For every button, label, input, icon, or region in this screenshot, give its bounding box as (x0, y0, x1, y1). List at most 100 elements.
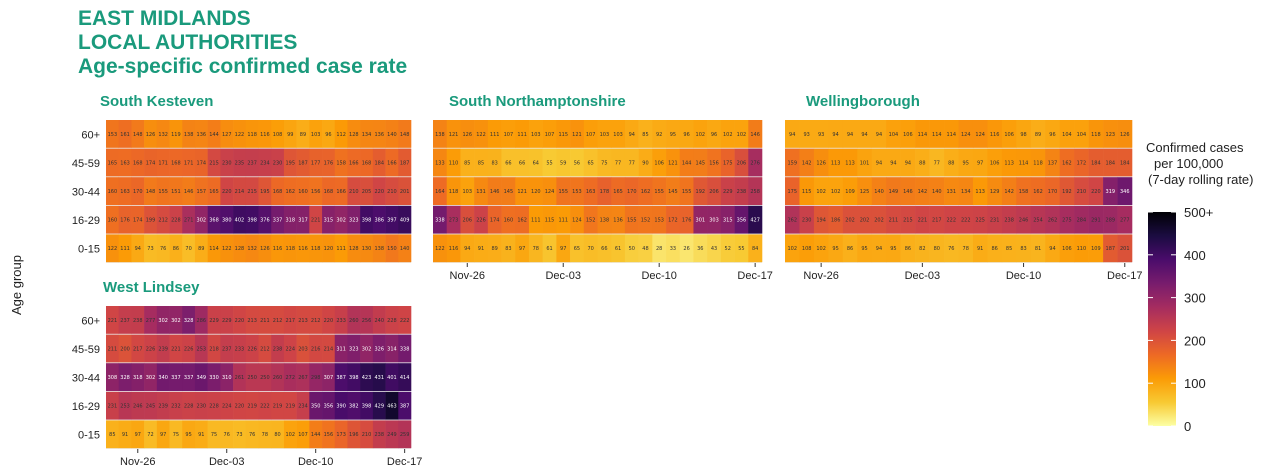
cell-label: 260 (273, 375, 283, 381)
cell-label: 276 (750, 160, 760, 166)
heatmap-cell (118, 391, 132, 420)
heatmap-cell (828, 177, 844, 205)
cell-label: 235 (235, 160, 245, 166)
cell-label: 346 (1120, 189, 1130, 195)
cell-label: 113 (975, 189, 985, 195)
cell-label: 215 (209, 160, 219, 166)
heatmap-cell (1117, 205, 1133, 234)
heatmap-cell (398, 363, 412, 391)
legend-title-line: (7-day rolling rate) (1148, 172, 1254, 187)
cell-label: 338 (400, 346, 410, 352)
cell-label: 123 (1106, 132, 1116, 138)
heatmap-cell (322, 177, 336, 205)
heatmap-cell (748, 148, 763, 177)
cell-label: 376 (260, 218, 270, 224)
heatmap-cell (309, 334, 323, 363)
cell-label: 175 (787, 189, 797, 195)
cell-label: 165 (613, 189, 623, 195)
cell-label: 111 (336, 246, 346, 252)
heatmap-cell (106, 306, 120, 334)
cell-label: 386 (374, 218, 384, 224)
cell-label: 131 (476, 189, 486, 195)
heatmap-cell (398, 334, 412, 363)
heatmap-cell (360, 177, 374, 205)
cell-label: 146 (750, 132, 760, 138)
heatmap-cell (611, 177, 626, 205)
cell-label: 153 (654, 218, 664, 224)
cell-label: 120 (531, 189, 541, 195)
panel-title: South Northamptonshire (449, 93, 626, 110)
heatmap-cell (1030, 205, 1046, 234)
heatmap-cell (283, 391, 297, 420)
cell-label: 138 (435, 132, 445, 138)
heatmap-cell (1074, 120, 1089, 148)
cell-label: 240 (374, 318, 384, 324)
cell-label: 258 (750, 189, 760, 195)
heatmap-cell (734, 177, 749, 205)
cell-label: 88 (948, 160, 954, 166)
heatmap-cell (194, 363, 208, 391)
cell-label: 149 (889, 189, 899, 195)
heatmap-cell (871, 234, 887, 263)
heatmap-cell (666, 205, 681, 234)
cell-label: 94 (876, 160, 882, 166)
cell-label: 245 (146, 404, 156, 410)
cell-label: 226 (476, 218, 486, 224)
heatmap-cell (207, 363, 221, 391)
cell-label: 96 (711, 132, 717, 138)
heatmap-cell (296, 420, 310, 449)
cell-label: 120 (324, 246, 334, 252)
cell-label: 229 (723, 189, 733, 195)
cell-label: 33 (670, 246, 676, 252)
cell-label: 96 (325, 132, 331, 138)
heatmap-cell (144, 363, 158, 391)
heatmap-cell (1016, 148, 1032, 177)
cell-label: 145 (668, 189, 678, 195)
cell-label: 221 (108, 318, 118, 324)
heatmap-cell (258, 334, 272, 363)
cell-label: 122 (476, 132, 486, 138)
cell-label: 103 (531, 132, 541, 138)
cell-label: 168 (324, 189, 334, 195)
cell-label: 80 (934, 246, 940, 252)
cell-label: 171 (184, 160, 194, 166)
heatmap-cell (1074, 234, 1089, 263)
heatmap-cell (398, 120, 412, 148)
cell-label: 115 (558, 132, 568, 138)
cell-label: 160 (298, 189, 308, 195)
cell-label: 131 (946, 189, 956, 195)
cell-label: 140 (874, 189, 884, 195)
heatmap-cell (271, 363, 285, 391)
heatmap-cell (720, 234, 735, 263)
cell-label: 118 (285, 246, 295, 252)
heatmap-cell (131, 205, 145, 234)
cell-label: 138 (184, 132, 194, 138)
cell-label: 221 (171, 346, 181, 352)
heatmap-cell (799, 205, 815, 234)
legend-tick-label: 500+ (1184, 205, 1213, 220)
cell-label: 222 (400, 318, 410, 324)
cell-label: 55 (738, 246, 744, 252)
cell-label: 94 (789, 132, 795, 138)
heatmap-cell (220, 391, 234, 420)
heatmap-cell (871, 177, 887, 205)
cell-label: 203 (298, 346, 308, 352)
heatmap-cell (915, 234, 930, 263)
heatmap-cell (501, 148, 516, 177)
heatmap-cell (220, 363, 234, 391)
heatmap-cell (474, 234, 489, 263)
heatmap-cell (652, 120, 667, 148)
heatmap-cell (944, 120, 959, 148)
heatmap-cell (118, 334, 132, 363)
cell-label: 160 (504, 218, 514, 224)
heatmap-cell (1103, 148, 1118, 177)
panel-wellingborough: Wellingborough 94 93 93 94 94 94 94 104 106 114 114… (785, 93, 1143, 282)
cell-label: 289 (1106, 218, 1116, 224)
heatmap-cell (638, 148, 653, 177)
cell-label: 230 (802, 218, 812, 224)
heatmap-cell (638, 177, 653, 205)
heatmap-cell (886, 148, 901, 177)
cell-label: 166 (336, 189, 346, 195)
heatmap-cell (570, 148, 585, 177)
